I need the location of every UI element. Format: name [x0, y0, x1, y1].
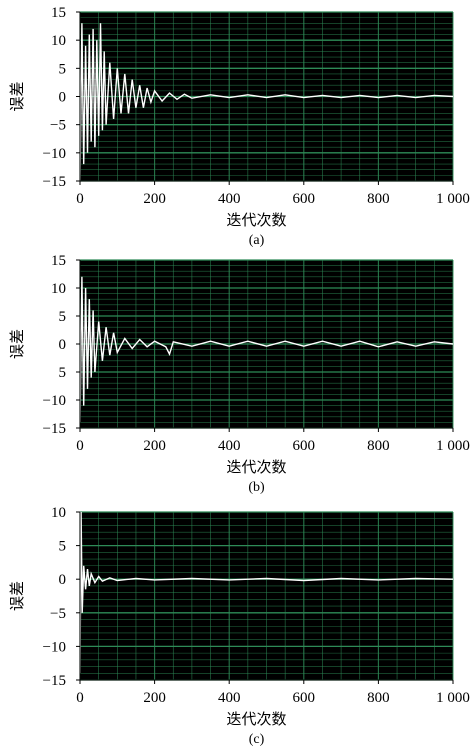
chart-a-x-tick-label: 600	[293, 191, 316, 207]
chart-a-x-tick-label: 1 000	[436, 191, 470, 207]
chart-c-y-tick-label: −15	[43, 673, 66, 689]
chart-a-y-tick-label: 0	[59, 90, 67, 106]
chart-c-x-label: 迭代次数	[226, 711, 286, 728]
chart-c-x-tick-label: 0	[76, 690, 84, 706]
chart-c-x-tick-label: 400	[218, 690, 241, 706]
chart-c-y-tick-label: −5	[50, 606, 66, 622]
chart-a-y-tick-label: 15	[51, 5, 66, 21]
chart-c-x-tick-label: 600	[293, 690, 316, 706]
chart-b-x-label: 迭代次数	[226, 459, 286, 476]
chart-b-x-tick-label: 400	[218, 438, 241, 454]
chart-b-y-label: 误差	[9, 329, 26, 359]
chart-b-series-line-0	[79, 276, 454, 423]
chart-b-caption: (b)	[248, 480, 265, 495]
chart-c-series-line-0	[79, 511, 454, 674]
chart-a-caption: (a)	[249, 233, 265, 248]
chart-a-series-line-0	[79, 23, 454, 182]
chart-c-x-tick-label: 800	[367, 690, 390, 706]
chart-a-x-label: 迭代次数	[226, 212, 286, 229]
chart-panel-c: 10 5 0 −5 −10 −15 0 200 400 600 800 1 000 误差迭代次数 (c)	[0, 500, 473, 746]
chart-a-x-tick-label: 800	[367, 191, 390, 207]
chart-panel-b: 15 10 5 0 5 −10 −15 0 200 400 600 800 1 000 误差迭代次数 (b)	[0, 250, 473, 500]
chart-a-x-tick-label: 400	[218, 191, 241, 207]
chart-c-y-tick-label: 0	[59, 572, 67, 588]
chart-b-x-tick-label: 200	[143, 438, 166, 454]
chart-b-y-tick-label: 5	[59, 365, 67, 381]
chart-b-y-tick-label: −10	[43, 393, 66, 409]
chart-a-y-tick-label: 10	[51, 33, 66, 49]
chart-a-y-tick-label: −15	[43, 174, 66, 190]
chart-a-y-tick-label: −5	[50, 118, 66, 134]
chart-b-y-tick-label: 10	[51, 281, 66, 297]
chart-b-x-tick-label: 800	[367, 438, 390, 454]
chart-b-y-tick-label: 5	[59, 309, 67, 325]
chart-a-y-label: 误差	[9, 81, 26, 111]
chart-b-y-tick-label: −15	[43, 421, 66, 437]
chart-c-y-tick-label: 5	[59, 539, 67, 555]
chart-c-caption: (c)	[249, 732, 265, 746]
chart-b-x-tick-label: 600	[293, 438, 316, 454]
chart-c-y-tick-label: 10	[51, 505, 66, 521]
chart-b-x-tick-label: 1 000	[436, 438, 470, 454]
chart-a-x-tick-label: 200	[143, 191, 166, 207]
chart-panel-a: 15 10 5 0 −5 −10 −15 0 200 400 600 800 1 000 误差迭代次数 (a…	[0, 0, 473, 250]
chart-a-x-tick-label: 0	[76, 191, 84, 207]
chart-c-x-tick-label: 1 000	[436, 690, 470, 706]
chart-c-y-tick-label: −10	[43, 639, 66, 655]
chart-b-x-tick-label: 0	[76, 438, 84, 454]
chart-c-y-label: 误差	[9, 581, 26, 611]
chart-a-y-tick-label: −10	[43, 146, 66, 162]
chart-b-y-tick-label: 0	[59, 337, 67, 353]
chart-b-y-tick-label: 15	[51, 253, 66, 269]
chart-c-x-tick-label: 200	[143, 690, 166, 706]
chart-a-y-tick-label: 5	[59, 61, 67, 77]
